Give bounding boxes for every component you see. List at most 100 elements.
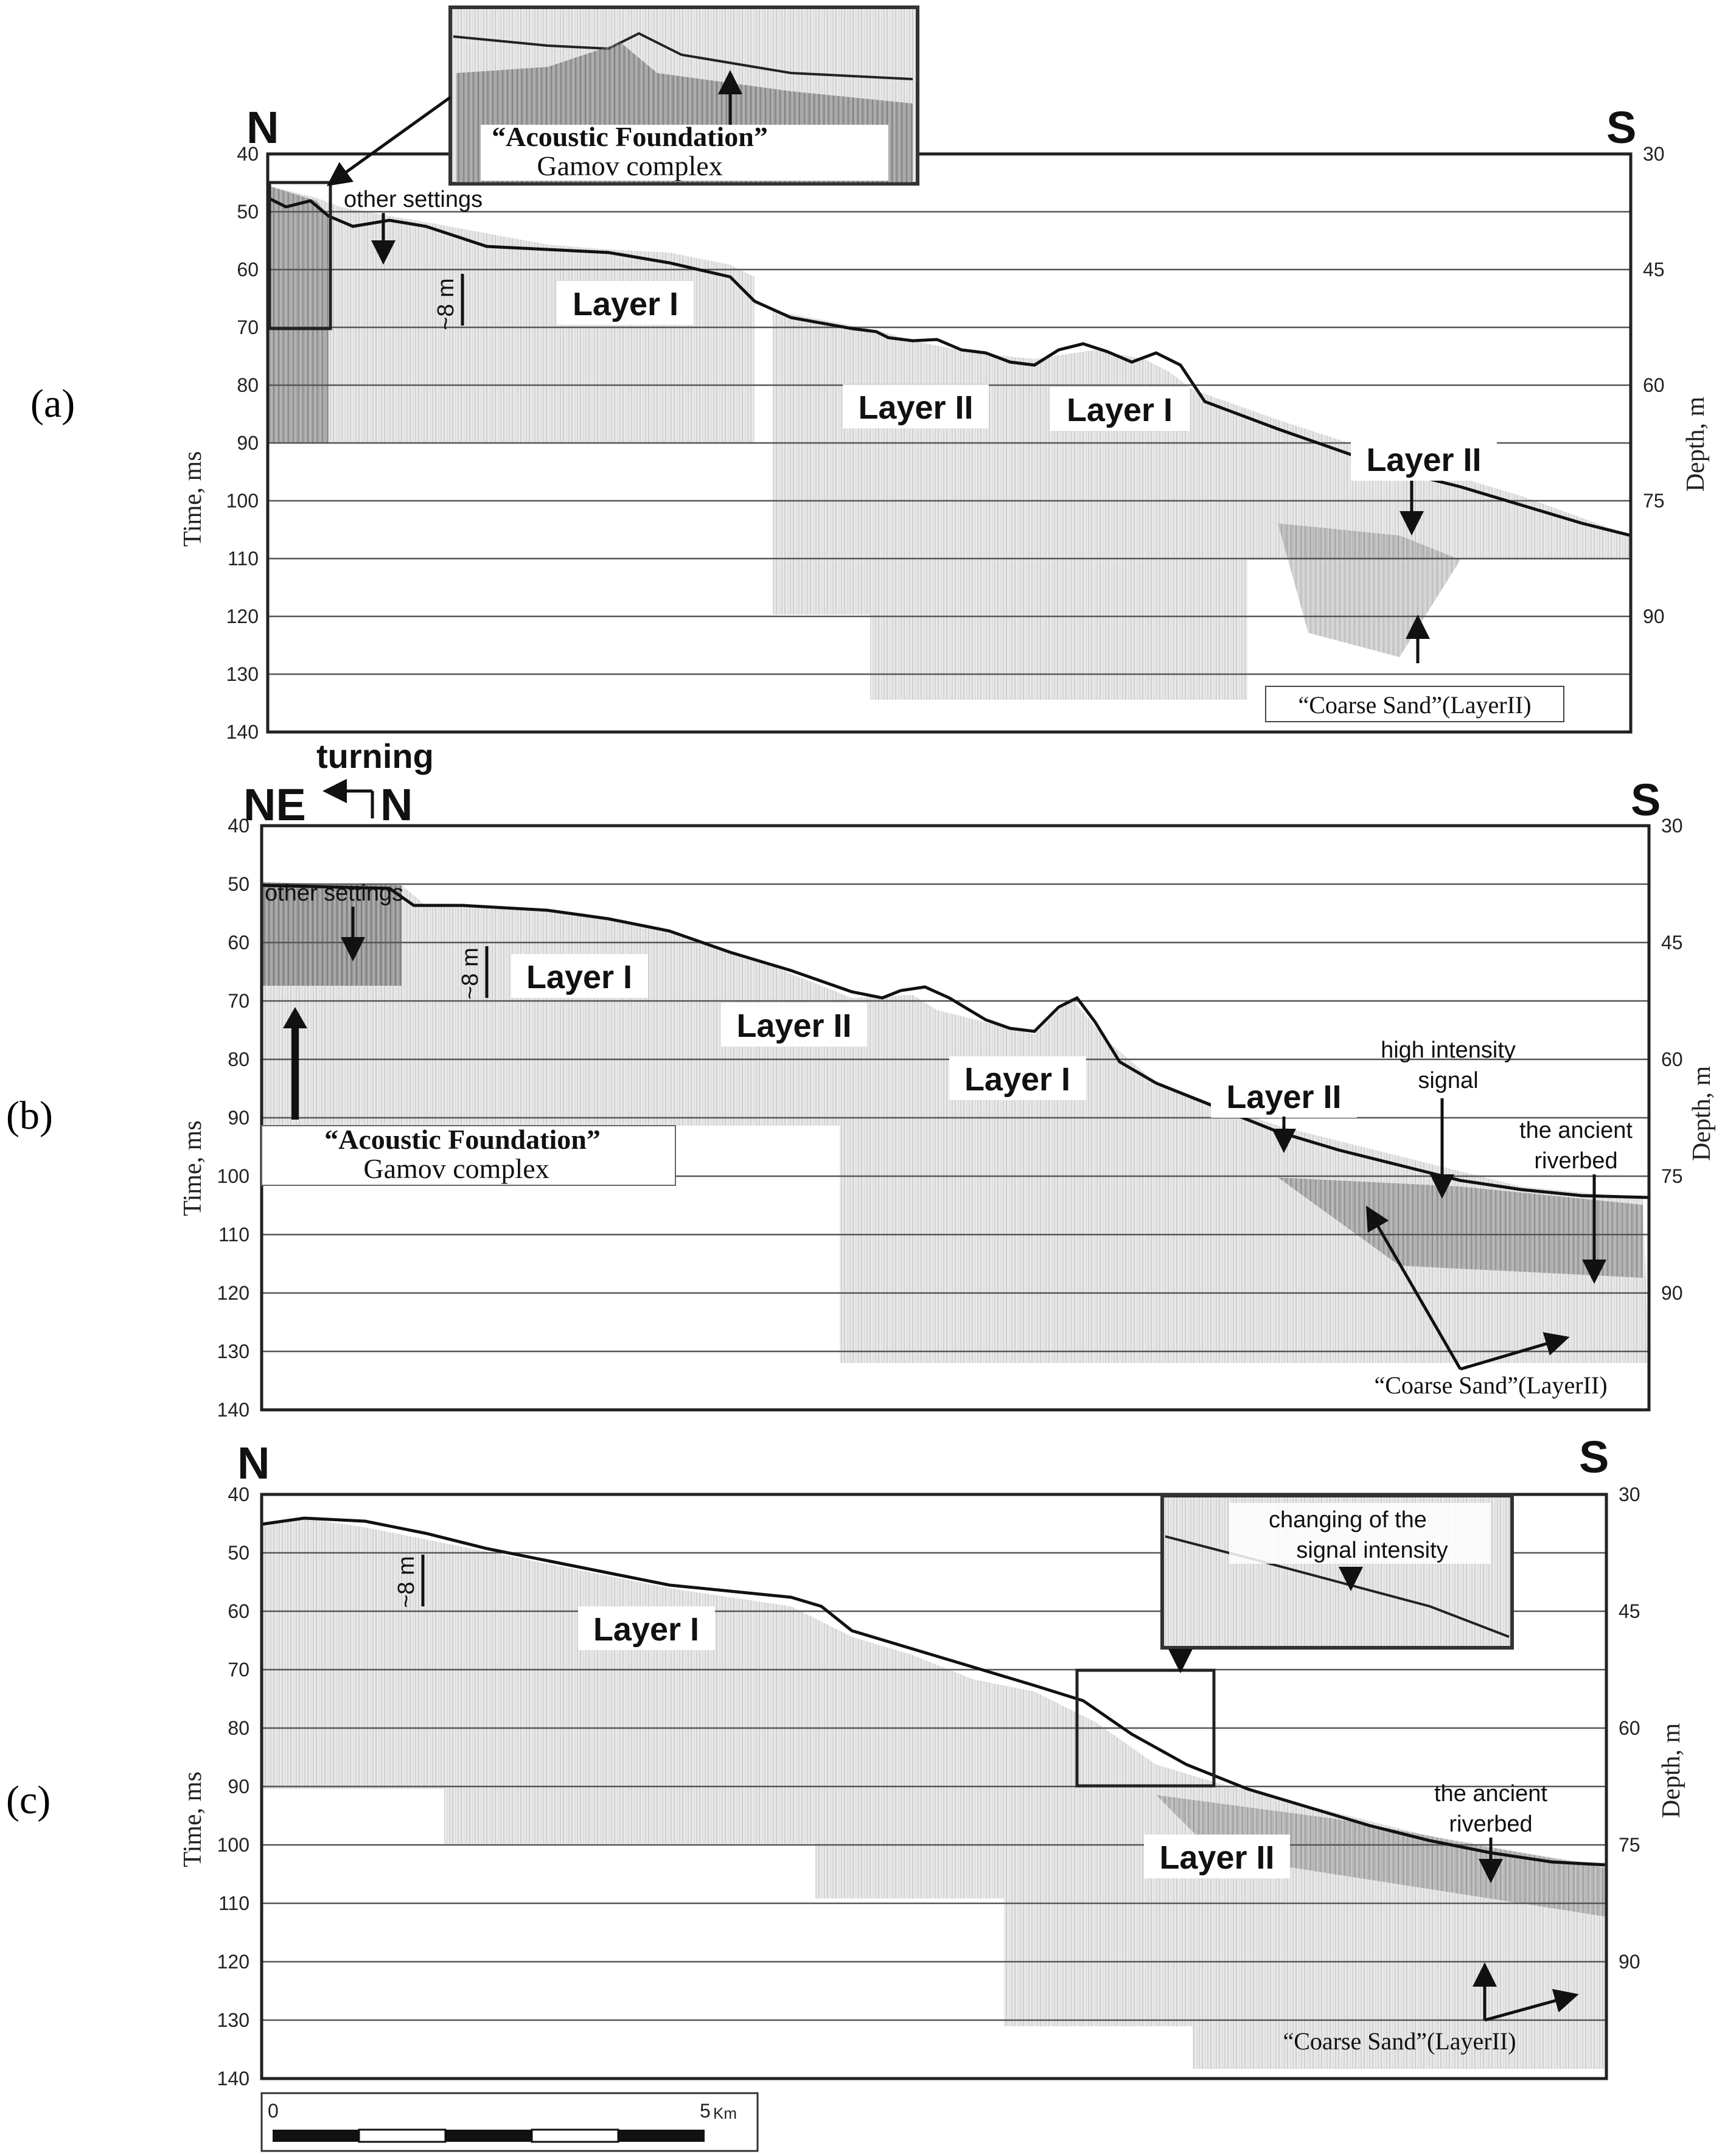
time-tick: 70 xyxy=(228,990,249,1012)
time-tick: 90 xyxy=(228,1776,249,1797)
depth-tick: 75 xyxy=(1643,490,1665,512)
depth-tick: 45 xyxy=(1643,259,1665,281)
time-tick: 130 xyxy=(217,2009,249,2031)
panel-c-thickness: ~8 m xyxy=(394,1556,419,1608)
panel-c-time-ticks: 40 50 60 70 80 90 100 110 120 130 140 xyxy=(217,1483,249,2090)
time-tick: 80 xyxy=(237,374,259,396)
panel-c-inset-line-2: signal intensity xyxy=(1296,1538,1448,1563)
panel-b-layer-ii-1: Layer II xyxy=(736,1008,851,1044)
time-tick: 100 xyxy=(217,1165,249,1187)
panel-a-letter: (a) xyxy=(30,382,75,426)
panel-b-frame xyxy=(260,824,1651,1412)
panel-b-seabed xyxy=(261,884,1650,1199)
inset-subtitle: Gamov complex xyxy=(537,150,722,181)
panel-b-depth-axis-title: Depth, m xyxy=(1688,1066,1716,1162)
panel-b-compass-right: S xyxy=(1631,775,1661,825)
panel-c-layer-ii-1: Layer II xyxy=(1159,1839,1274,1876)
inset-title: “Acoustic Foundation” xyxy=(492,121,768,152)
time-tick: 120 xyxy=(217,1282,249,1304)
panel-a-other-settings: other settings xyxy=(344,187,483,212)
panel-b-letter: (b) xyxy=(6,1093,53,1138)
time-tick: 50 xyxy=(228,873,249,895)
time-tick: 60 xyxy=(237,259,259,281)
time-tick: 60 xyxy=(228,932,249,953)
panel-a-inset: “Acoustic Foundation” Gamov complex xyxy=(448,5,919,186)
panel-b-time-axis-title: Time, ms xyxy=(179,1120,207,1216)
panel-b-compass-ne: NE xyxy=(243,779,306,830)
panel-a-compass-right: S xyxy=(1606,102,1636,153)
scale-bar-start: 0 xyxy=(268,2100,279,2122)
panel-b-thickness: ~8 m xyxy=(458,947,483,1000)
panel-b-riverbed-1: the ancient xyxy=(1519,1118,1633,1143)
panel-b: (b) 40 50 60 70 80 90 100 11 xyxy=(6,737,1716,1421)
panel-c-inset-line-1: changing of the xyxy=(1269,1507,1427,1533)
panel-b-layer-i-1: Layer I xyxy=(526,959,632,995)
time-tick: 140 xyxy=(217,1399,249,1421)
panel-a-compass-left: N xyxy=(246,102,279,153)
panel-c-inset: changing of the signal intensity xyxy=(1160,1494,1514,1650)
depth-tick: 30 xyxy=(1643,143,1665,165)
time-tick: 80 xyxy=(228,1717,249,1739)
panel-a-layer-i-2: Layer I xyxy=(1067,392,1173,428)
panel-c-riverbed-1: the ancient xyxy=(1434,1781,1547,1807)
panel-a-frame xyxy=(266,152,1633,734)
depth-tick: 60 xyxy=(1661,1048,1683,1070)
time-tick: 100 xyxy=(226,490,259,512)
panel-a-layer-ii-1: Layer II xyxy=(858,389,973,426)
time-tick: 120 xyxy=(217,1951,249,1973)
panel-a-thickness: ~8 m xyxy=(433,278,459,330)
depth-tick: 30 xyxy=(1661,815,1683,837)
depth-tick: 60 xyxy=(1643,374,1665,396)
panel-b-depth-ticks: 30 45 60 75 90 xyxy=(1661,815,1683,1304)
panel-c-layer-i-1: Layer I xyxy=(593,1611,699,1648)
depth-tick: 90 xyxy=(1661,1282,1683,1304)
depth-tick: 90 xyxy=(1643,605,1665,627)
time-tick: 130 xyxy=(226,663,259,685)
panel-b-foundation-subtitle: Gamov complex xyxy=(363,1153,549,1184)
panel-c-time-axis-title: Time, ms xyxy=(179,1771,207,1867)
time-tick: 130 xyxy=(217,1340,249,1362)
panel-a-depth-axis-title: Depth, m xyxy=(1682,397,1710,492)
time-tick: 70 xyxy=(237,316,259,338)
scale-bar-end: 5 xyxy=(700,2100,711,2122)
panel-c-depth-ticks: 30 45 60 75 90 xyxy=(1619,1483,1640,1973)
time-tick: 120 xyxy=(226,605,259,627)
time-tick: 50 xyxy=(228,1542,249,1564)
time-tick: 100 xyxy=(217,1834,249,1856)
time-tick: 80 xyxy=(228,1048,249,1070)
depth-tick: 30 xyxy=(1619,1483,1640,1505)
panel-c: (c) 40 50 60 70 80 90 100 110 xyxy=(6,1432,1685,2090)
time-tick: 140 xyxy=(217,2068,249,2090)
panel-c-compass-left: N xyxy=(237,1438,270,1488)
panel-a-gridlines xyxy=(268,211,1631,675)
panel-a-layer-ii-2: Layer II xyxy=(1366,442,1481,478)
depth-tick: 60 xyxy=(1619,1717,1640,1739)
time-tick: 140 xyxy=(226,721,259,743)
panel-c-letter: (c) xyxy=(6,1778,51,1822)
time-tick: 70 xyxy=(228,1659,249,1681)
panel-b-foundation-title: “Acoustic Foundation” xyxy=(324,1124,601,1155)
panel-b-coarse-sand: “Coarse Sand”(LayerII) xyxy=(1374,1372,1607,1399)
panel-c-seabed xyxy=(261,1516,1607,1867)
time-tick: 110 xyxy=(218,1224,249,1246)
panel-b-time-ticks: 40 50 60 70 80 90 100 110 120 130 140 xyxy=(217,815,249,1421)
panel-a-coarse-sand: “Coarse Sand”(LayerII) xyxy=(1298,691,1531,719)
panel-b-high-intensity-2: signal xyxy=(1418,1068,1478,1093)
depth-tick: 75 xyxy=(1619,1834,1640,1856)
depth-tick: 45 xyxy=(1661,932,1683,953)
panel-b-compass-n: N xyxy=(380,779,413,830)
panel-c-inset-source-box xyxy=(1075,1668,1216,1788)
time-tick: 60 xyxy=(228,1600,249,1622)
time-tick: 110 xyxy=(218,1892,249,1914)
time-tick: 40 xyxy=(228,1483,249,1505)
panel-c-frame xyxy=(260,1493,1608,2080)
depth-tick: 45 xyxy=(1619,1600,1640,1622)
panel-c-depth-axis-title: Depth, m xyxy=(1658,1723,1685,1819)
time-tick: 110 xyxy=(228,548,259,570)
panel-b-profile-image xyxy=(262,882,1649,1363)
panel-c-gridlines xyxy=(262,1552,1606,2021)
panel-a-inset-source-box xyxy=(268,181,332,330)
panel-a-depth-ticks: 30 45 60 75 90 xyxy=(1643,143,1665,627)
panel-a-time-ticks: 40 50 60 70 80 90 100 110 120 130 140 xyxy=(226,143,259,743)
